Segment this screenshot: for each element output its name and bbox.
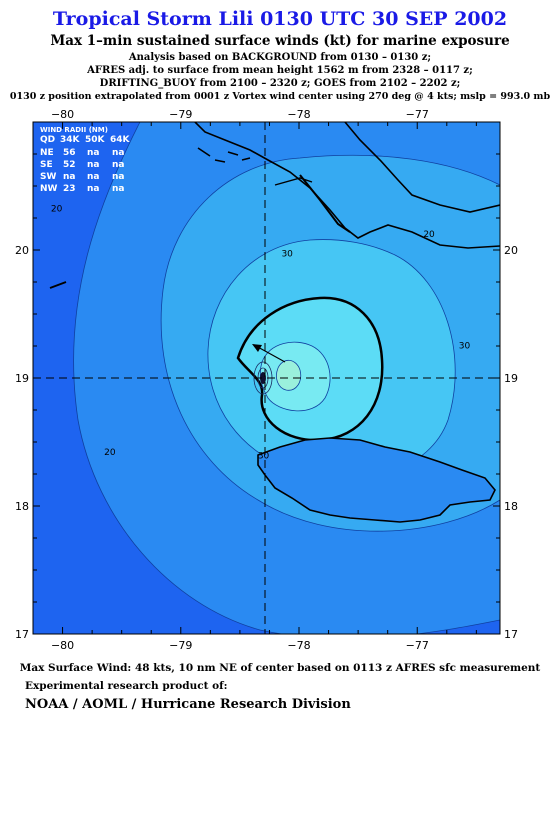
cayman-islands [49,281,67,289]
wind-radii-50k: na [87,160,99,170]
wind-radii-qd: SW [40,172,56,182]
wind-radii-header-qd: QD [40,135,55,145]
x-tick-label-top: −77 [406,108,429,121]
wind-contours: 20 20 20 30 30 30 [33,122,500,634]
contour-label: 20 [423,230,435,240]
wind-radii-title: WIND RADII (NM) [40,126,108,134]
wind-field-map: 20 20 20 30 30 30 −80 −80 −79 −79 −78 −78 −77 −77 18 1… [15,108,518,652]
y-tick-label-right: 19 [504,372,518,385]
analysis-line-4: 0130 z position extrapolated from 0001 z… [9,91,551,102]
y-tick-label-left: 17 [15,628,29,641]
contour-label: 30 [258,452,270,462]
x-tick-label-top: −79 [169,108,192,121]
analysis-line-3: DRIFTING_BUOY from 2100 – 2320 z; GOES f… [99,78,461,89]
analysis-line-2: AFRES adj. to surface from mean height 1… [87,65,473,76]
cuba-cape [299,174,351,233]
contour-label: 20 [51,205,63,215]
wind-radii-64k: na [112,148,124,158]
wind-radii-qd: NW [40,184,58,194]
wind-radii-34k: 52 [63,160,76,170]
y-tick-label-right: 17 [504,628,518,641]
x-tick-label-bottom: −78 [287,639,310,652]
wind-radii-50k: na [87,148,99,158]
wind-zone-core [276,359,302,391]
wind-radii-header-34: 34K [60,135,81,145]
max-wind-note: Max Surface Wind: 48 kts, 10 nm NE of ce… [19,662,541,674]
y-tick-label-left: 20 [15,244,29,257]
organization: NOAA / AOML / Hurricane Research Divisio… [25,697,351,712]
wind-radii-64k: na [112,160,124,170]
cuba-inner-coast [344,122,500,213]
wind-radii-header-50: 50K [85,135,106,145]
wind-radii-header-64: 64K [110,135,131,145]
wind-radii-50k: na [87,172,99,182]
wind-radii-64k: na [112,172,124,182]
jamaica-coastline [257,437,496,523]
wind-radii-34k: 56 [63,148,76,158]
x-tick-label-bottom: −77 [406,639,429,652]
offshore-cays [197,147,251,163]
cuba-coastline [194,122,500,249]
y-tick-label-left: 18 [15,500,29,513]
wind-radii-34k: na [63,172,75,182]
wind-radii-qd: NE [40,148,54,158]
contour-label: 30 [459,342,471,352]
wind-radii-34k: 23 [63,184,76,194]
y-tick-label-right: 18 [504,500,518,513]
y-tick-label-left: 19 [15,372,29,385]
wind-radii-64k: na [112,184,124,194]
contour-label: 20 [104,448,116,458]
axis-ticks: −80 −80 −79 −79 −78 −78 −77 −77 18 18 19 19 20 20 17 17 [15,108,518,652]
contour-label: 30 [281,249,293,259]
product-note: Experimental research product of: [25,680,228,692]
contour-labels: 20 20 20 30 30 30 [51,205,471,462]
x-tick-label-bottom: −80 [51,639,74,652]
motion-arrow-head [252,344,262,352]
y-tick-label-right: 20 [504,244,518,257]
cuba-ridge [274,177,313,186]
wind-radii-50k: na [87,184,99,194]
x-tick-label-bottom: −79 [169,639,192,652]
wind-radii-table: WIND RADII (NM) QD 34K 50K 64K NE 56 na … [40,126,131,194]
analysis-line-1: Analysis based on BACKGROUND from 0130 –… [128,52,432,63]
map-title: Tropical Storm Lili 0130 UTC 30 SEP 2002 [52,8,508,30]
wind-radii-qd: SE [40,160,53,170]
x-tick-label-top: −78 [287,108,310,121]
x-tick-label-top: −80 [51,108,74,121]
motion-arrow [255,345,286,363]
map-subtitle: Max 1–min sustained surface winds (kt) f… [50,33,510,49]
